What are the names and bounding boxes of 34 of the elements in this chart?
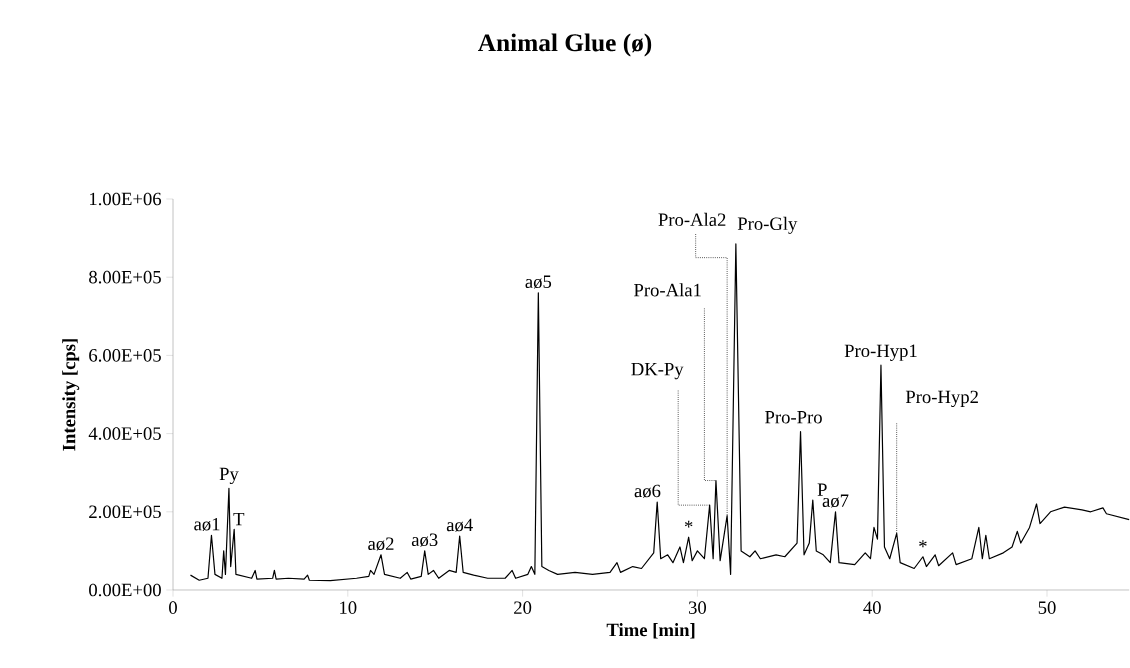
- annotation: Pro-Hyp1: [844, 344, 917, 361]
- annotation: *: [919, 540, 927, 548]
- annotation: aø2: [368, 537, 394, 551]
- x-tick-label: 10: [340, 601, 357, 614]
- y-tick-label: 6.00E+05: [89, 349, 161, 362]
- x-tick-label: 50: [1038, 601, 1056, 614]
- chart-title: Animal Glue (ø): [478, 33, 652, 57]
- x-tick-label: 30: [688, 601, 707, 614]
- annotation: Pro-Gly: [737, 216, 798, 234]
- annotation: Pro-Ala1: [634, 283, 701, 297]
- x-axis-title: Time [min]: [606, 623, 695, 639]
- annotation: Pro-Hyp2: [905, 390, 978, 408]
- y-tick-label: 4.00E+05: [88, 427, 161, 440]
- annotation: aø5: [525, 275, 552, 289]
- annotation: aø6: [634, 484, 661, 498]
- x-tick-label: 0: [169, 601, 177, 614]
- annotation: *: [684, 520, 693, 528]
- annotation: Pro-Ala2: [658, 212, 726, 227]
- y-tick-label: 1.00E+06: [89, 192, 162, 206]
- annotation: aø3: [411, 533, 438, 547]
- annotation: aø7: [822, 494, 849, 508]
- y-tick-label: 0.00E+00: [89, 583, 161, 597]
- x-tick-label: 40: [863, 601, 881, 614]
- annotation: P: [817, 483, 827, 496]
- annotation: DK-Py: [631, 363, 684, 380]
- annotation: aø4: [446, 518, 473, 532]
- y-tick-label: 8.00E+05: [89, 270, 161, 284]
- x-tick-label: 20: [514, 601, 532, 614]
- y-axis-title: Intensity [cps]: [62, 339, 80, 451]
- annotation: Py: [219, 467, 239, 485]
- annotation: T: [233, 512, 245, 526]
- annotation: aø1: [194, 517, 220, 531]
- y-tick-label: 2.00E+05: [89, 505, 161, 519]
- annotation: Pro-Pro: [765, 411, 822, 424]
